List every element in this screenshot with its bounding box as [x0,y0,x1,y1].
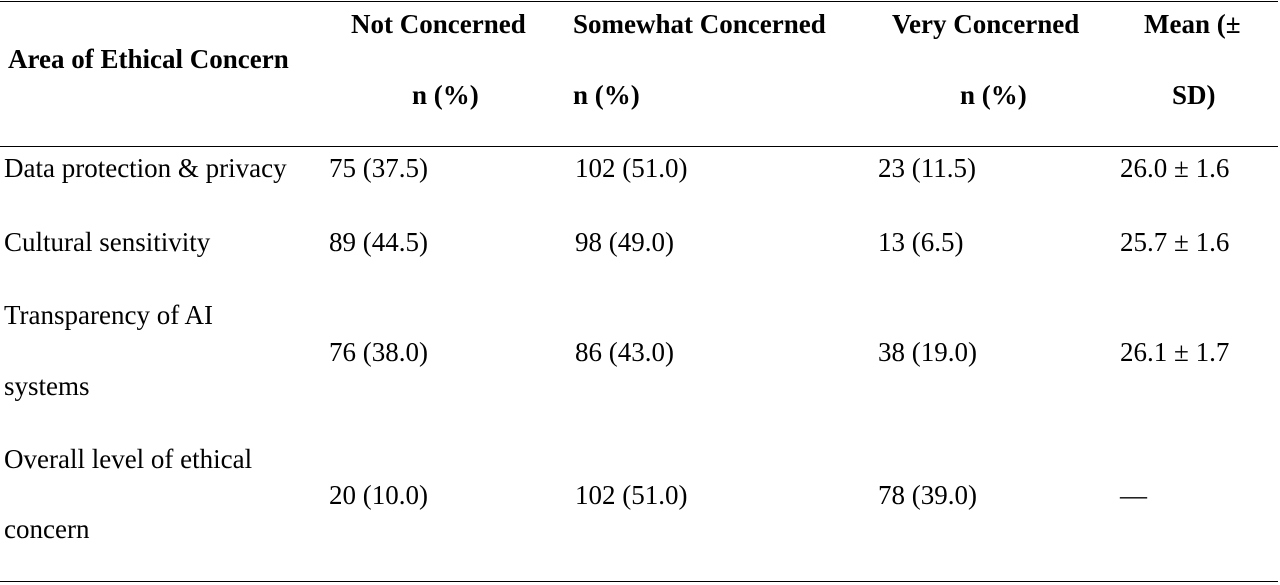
header-bottom-rule [0,146,1278,147]
row-not-concerned-value: 75 (37.5) [329,153,428,183]
row-area-label: Transparency of AI [4,300,213,330]
row-somewhat-concerned-value: 102 (51.0) [575,153,688,183]
header-not-concerned-unit: n (%) [412,80,479,110]
header-area: Area of Ethical Concern [8,44,289,74]
row-mean-value: — [1120,480,1147,510]
row-area-label: Cultural sensitivity [4,227,211,257]
header-mean-unit: SD) [1172,80,1216,110]
row-somewhat-concerned-value: 98 (49.0) [575,227,674,257]
row-not-concerned-value: 89 (44.5) [329,227,428,257]
row-not-concerned-value: 20 (10.0) [329,480,428,510]
header-somewhat-concerned-unit: n (%) [573,80,640,110]
row-very-concerned-value: 78 (39.0) [878,480,977,510]
row-very-concerned-value: 38 (19.0) [878,337,977,367]
row-area-label-continued: systems [4,371,90,401]
row-somewhat-concerned-value: 102 (51.0) [575,480,688,510]
row-mean-value: 25.7 ± 1.6 [1120,227,1230,257]
row-not-concerned-value: 76 (38.0) [329,337,428,367]
header-somewhat-concerned: Somewhat Concerned [573,9,826,39]
header-very-concerned-unit: n (%) [960,80,1027,110]
row-mean-value: 26.0 ± 1.6 [1120,153,1230,183]
row-very-concerned-value: 13 (6.5) [878,227,964,257]
table-bottom-rule [0,581,1278,582]
table-top-rule [0,1,1278,2]
header-very-concerned: Very Concerned [892,9,1080,39]
row-very-concerned-value: 23 (11.5) [878,153,976,183]
header-mean: Mean (± [1144,9,1241,39]
row-area-label: Overall level of ethical [4,444,253,474]
row-area-label: Data protection & privacy [4,153,287,183]
row-mean-value: 26.1 ± 1.7 [1120,337,1230,367]
row-somewhat-concerned-value: 86 (43.0) [575,337,674,367]
header-not-concerned: Not Concerned [351,9,526,39]
row-area-label-continued: concern [4,514,90,544]
